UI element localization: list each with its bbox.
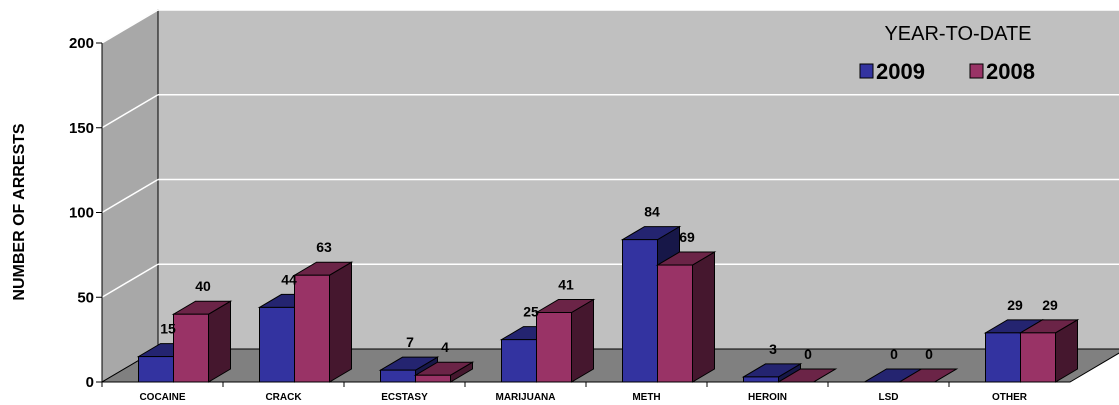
bar-top [897, 368, 959, 383]
x-tick-label: ECSTASY [381, 392, 428, 403]
bar-side [571, 298, 594, 383]
x-tick-label: CRACK [265, 392, 302, 403]
legend-title: YEAR-TO-DATE [884, 23, 1031, 45]
data-label: 44 [281, 271, 297, 287]
bar-side [329, 261, 352, 383]
legend-label-2009: 2009 [876, 59, 925, 84]
gridline-side [101, 263, 159, 298]
x-tick-label: LSD [879, 392, 899, 403]
bar-front [294, 274, 330, 383]
bar-front [985, 332, 1021, 383]
x-tick-label: COCAINE [139, 392, 185, 403]
floor [100, 348, 1119, 383]
bar-2008-heroin [776, 368, 838, 383]
x-tick-label: MARIJUANA [496, 392, 556, 403]
bar-front [173, 313, 209, 383]
data-label: 69 [679, 229, 695, 245]
data-label: 41 [558, 277, 574, 293]
bar-side [692, 251, 715, 383]
data-labels: 15 40 44 63 7 4 25 41 84 69 3 0 0 0 29 29 [160, 204, 1058, 362]
y-axis: 0 50 100 150 200 [69, 35, 103, 391]
legend-swatch-2008 [969, 63, 984, 79]
gridline-side [101, 9, 159, 44]
legend-label-2008: 2008 [986, 59, 1035, 84]
bar-front [259, 306, 295, 383]
gridline-side [101, 94, 159, 129]
bar-front [622, 239, 658, 383]
bar-front [536, 312, 572, 383]
data-label: 7 [406, 334, 414, 350]
bars [136, 225, 1080, 383]
y-tick-label: 100 [69, 205, 94, 222]
bar-2008-lsd [897, 368, 959, 383]
y-tick-label: 0 [86, 374, 94, 391]
data-label: 0 [804, 346, 812, 362]
bar-2008-meth [655, 251, 717, 383]
data-label: 0 [925, 346, 933, 362]
y-tick-label: 200 [69, 35, 94, 52]
x-axis-labels: COCAINE CRACK ECSTASY MARIJUANA METH HEROIN LS… [101, 382, 1028, 403]
data-label: 25 [523, 304, 539, 320]
bar-2008-crack [292, 261, 354, 383]
data-label: 29 [1007, 297, 1023, 313]
gridline-side [101, 178, 159, 214]
chart-walls [100, 9, 1119, 383]
bar-2008-marijuana [534, 298, 596, 383]
bar-front [1020, 332, 1056, 383]
bar-2008-cocaine [171, 300, 233, 383]
data-label: 4 [441, 339, 449, 355]
bar-front [657, 264, 693, 383]
data-label: 15 [160, 321, 176, 337]
data-label: 3 [769, 341, 777, 357]
bar-side [208, 300, 231, 383]
bar-front [743, 376, 779, 383]
bar-2008-other [1018, 318, 1080, 383]
y-tick-label: 50 [77, 289, 94, 306]
bar-front [415, 374, 451, 383]
bar-top [776, 368, 838, 383]
data-label: 29 [1042, 297, 1058, 313]
bar-front [138, 356, 174, 383]
bar-2008-ecstasy [413, 361, 475, 383]
data-label: 40 [195, 278, 211, 294]
y-tick-label: 150 [69, 120, 94, 137]
legend: YEAR-TO-DATE 2009 2008 [859, 23, 1035, 84]
data-label: 0 [890, 346, 898, 362]
bar-front [380, 369, 416, 383]
bar-front [501, 339, 537, 383]
legend-swatch-2009 [859, 63, 874, 79]
x-tick-label: OTHER [992, 392, 1028, 403]
x-tick-label: METH [632, 392, 660, 403]
x-tick-label: HEROIN [748, 392, 787, 403]
data-label: 84 [644, 204, 660, 220]
y-axis-label: NUMBER OF ARRESTS [11, 123, 28, 301]
data-label: 63 [316, 239, 332, 255]
